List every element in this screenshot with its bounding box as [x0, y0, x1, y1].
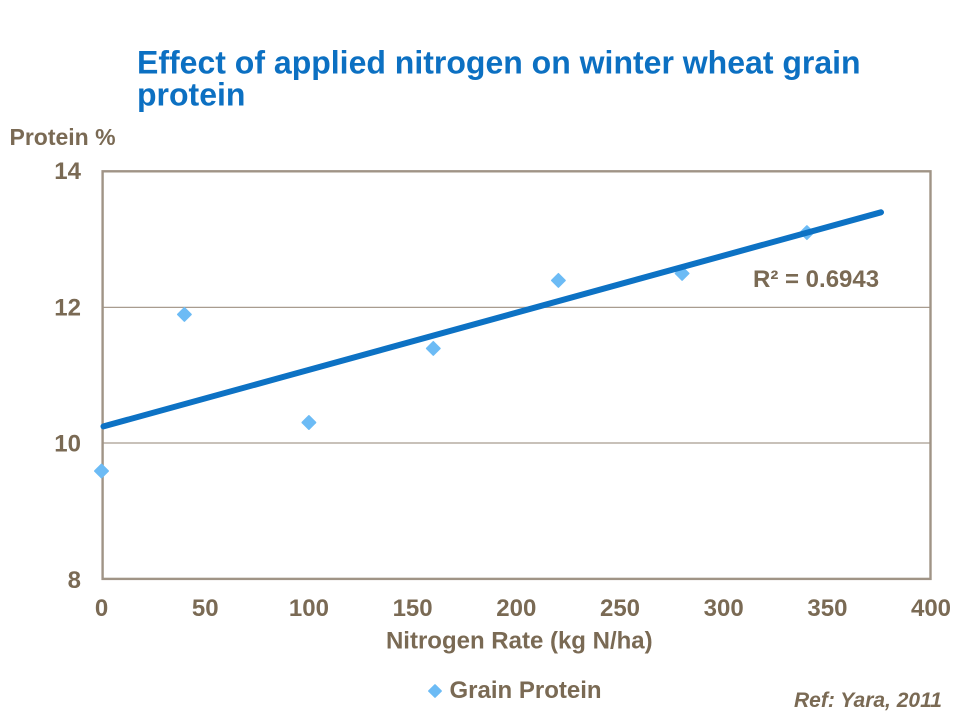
svg-text:Nitrogen Rate (kg N/ha): Nitrogen Rate (kg N/ha) — [386, 628, 653, 655]
svg-text:50: 50 — [192, 595, 219, 622]
svg-text:150: 150 — [393, 595, 433, 622]
svg-text:200: 200 — [496, 595, 536, 622]
svg-text:protein: protein — [137, 76, 245, 112]
svg-text:Effect of applied nitrogen on: Effect of applied nitrogen on winter whe… — [137, 44, 861, 80]
svg-text:100: 100 — [289, 595, 329, 622]
svg-text:10: 10 — [54, 431, 81, 458]
svg-text:0: 0 — [95, 595, 108, 622]
svg-text:R² = 0.6943: R² = 0.6943 — [753, 266, 879, 293]
svg-text:Protein %: Protein % — [10, 124, 116, 150]
svg-text:8: 8 — [68, 567, 81, 594]
svg-text:12: 12 — [54, 295, 81, 322]
svg-text:14: 14 — [54, 158, 81, 185]
svg-text:Ref: Yara, 2011: Ref: Yara, 2011 — [794, 689, 942, 712]
svg-text:300: 300 — [704, 595, 744, 622]
svg-text:Grain Protein: Grain Protein — [450, 677, 602, 704]
svg-text:400: 400 — [911, 595, 951, 622]
svg-text:350: 350 — [807, 595, 847, 622]
svg-text:250: 250 — [600, 595, 640, 622]
